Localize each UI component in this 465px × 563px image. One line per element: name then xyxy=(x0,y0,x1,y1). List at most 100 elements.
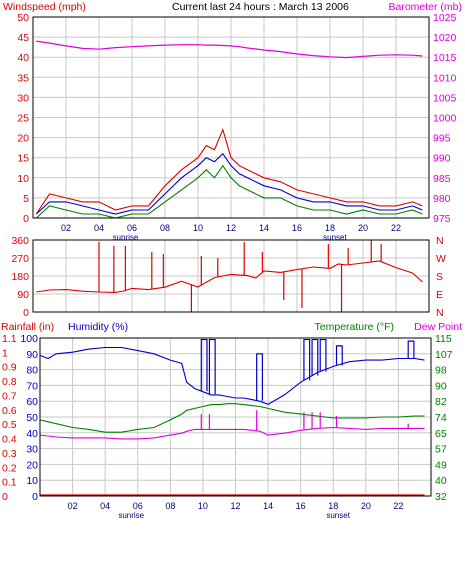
humidity-x-tick-label: 22 xyxy=(393,501,403,511)
rainfall-tick-label: 0.4 xyxy=(2,434,17,446)
wind-panel-frame xyxy=(32,16,430,219)
barometer-tick-label: 1025 xyxy=(433,12,457,24)
humidity-spike xyxy=(311,338,319,376)
barometer-tick-label: 1015 xyxy=(433,52,457,64)
wind-x-tick-label: 22 xyxy=(391,223,401,233)
barometer-tick-label: 980 xyxy=(433,193,451,205)
humidity-x-ticks: 02 04 06 08 10 12 14 16 18 20 22 xyxy=(68,501,404,511)
sunrise-label-bottom: sunrise xyxy=(118,511,144,520)
humidity-x-tick-label: 12 xyxy=(230,501,240,511)
windspeed-ticks: 0 5 10 15 20 25 30 35 40 45 50 xyxy=(17,12,29,225)
rainfall-tick-label: 0.8 xyxy=(2,376,17,388)
barometer-tick-label: 1010 xyxy=(433,72,457,84)
wind-x-tick-label: 20 xyxy=(358,223,368,233)
direction-compass-label: E xyxy=(436,289,443,301)
rainfall-tick-label: 0 xyxy=(2,491,8,503)
rainfall-tick-label: 0.3 xyxy=(2,448,17,460)
barometer-tick-label: 1000 xyxy=(433,113,457,125)
rainfall-ticks: 0 0.1 0.2 0.3 0.4 0.5 0.6 0.7 0.8 0.9 1 1.1 xyxy=(2,333,17,503)
windspeed-tick-label: 25 xyxy=(17,113,29,125)
humidity-axis-label: Humidity (%) xyxy=(68,321,128,333)
direction-compass-label: N xyxy=(436,307,444,319)
humidity-panel-grid xyxy=(40,338,431,496)
humidity-tick-label: 70 xyxy=(26,380,38,392)
wind-gust-line xyxy=(35,127,423,215)
windspeed-tick-label: 10 xyxy=(17,173,29,185)
humidity-x-tick-label: 18 xyxy=(328,501,338,511)
humidity-x-tick-label: 06 xyxy=(133,501,143,511)
direction-compass-label: N xyxy=(436,235,444,247)
wind-x-tick-label: 06 xyxy=(127,223,137,233)
humidity-x-tick-label: 20 xyxy=(361,501,371,511)
humidity-tick-label: 0 xyxy=(32,491,38,503)
humidity-x-tick-label: 08 xyxy=(165,501,175,511)
windspeed-tick-label: 35 xyxy=(17,72,29,84)
temperature-tick-label: 49 xyxy=(435,459,447,471)
chart-title: Current last 24 hours : March 13 2006 xyxy=(172,1,349,13)
barometer-line xyxy=(36,40,423,59)
temperature-tick-label: 115 xyxy=(435,333,452,345)
wind-x-tick-label: 08 xyxy=(160,223,170,233)
humidity-panel-series xyxy=(39,338,425,496)
rainfall-tick-label: 1 xyxy=(2,347,8,359)
direction-line xyxy=(36,260,423,293)
windspeed-tick-label: 45 xyxy=(17,32,29,44)
wind-x-tick-label: 10 xyxy=(193,223,203,233)
humidity-spike xyxy=(335,345,343,366)
temperature-tick-label: 74 xyxy=(435,412,447,424)
temperature-tick-label: 57 xyxy=(435,444,447,456)
barometer-ticks: 975 980 985 990 995 1000 1005 1010 1015 1020 1025 xyxy=(433,12,457,225)
direction-degree-label: 360 xyxy=(11,235,29,247)
temperature-tick-label: 98 xyxy=(435,365,447,377)
rainfall-tick-label: 0.5 xyxy=(2,419,17,431)
windspeed-tick-label: 40 xyxy=(17,52,29,64)
temperature-ticks: 32 40 49 57 65 74 82 90 98 107 115 xyxy=(435,333,453,503)
barometer-tick-label: 1020 xyxy=(433,32,457,44)
humidity-spike xyxy=(208,338,216,395)
rainfall-tick-label: 0.1 xyxy=(2,477,17,489)
wind-panel-grid xyxy=(33,17,429,218)
barometer-axis-label: Barometer (mb) xyxy=(388,1,462,13)
wind-low-line xyxy=(35,164,423,219)
windspeed-tick-label: 5 xyxy=(23,193,29,205)
rainfall-tick-label: 0.9 xyxy=(2,362,17,374)
humidity-tick-label: 60 xyxy=(26,396,38,408)
direction-panel-series xyxy=(36,240,423,312)
dewpoint-axis-label: Dew Point xyxy=(414,321,462,333)
barometer-tick-label: 975 xyxy=(433,213,451,225)
humidity-line xyxy=(39,346,425,406)
barometer-tick-label: 985 xyxy=(433,173,451,185)
humidity-tick-label: 100 xyxy=(20,333,38,345)
wind-x-ticks: 02 04 06 08 10 12 14 16 18 20 22 xyxy=(61,223,401,233)
humidity-x-tick-label: 02 xyxy=(68,501,78,511)
humidity-tick-label: 80 xyxy=(26,365,38,377)
rainfall-axis-label: Rainfall (in) xyxy=(1,321,54,333)
humidity-tick-label: 30 xyxy=(26,444,38,456)
temperature-axis-label: Temperature (°F) xyxy=(315,321,394,333)
direction-compass-label: W xyxy=(436,253,446,265)
humidity-spike xyxy=(303,338,311,381)
direction-degree-label: 90 xyxy=(17,289,29,301)
sunset-label-bottom: sunset xyxy=(326,511,350,520)
humidity-tick-label: 50 xyxy=(26,412,38,424)
humidity-spike xyxy=(200,338,208,392)
humidity-x-tick-label: 10 xyxy=(198,501,208,511)
sunrise-label-top: sunrise xyxy=(113,233,139,242)
temperature-tick-label: 40 xyxy=(435,475,447,487)
humidity-x-tick-label: 04 xyxy=(100,501,110,511)
rainfall-tick-label: 0.2 xyxy=(2,462,17,474)
windspeed-tick-label: 15 xyxy=(17,153,29,165)
barometer-tick-label: 990 xyxy=(433,153,451,165)
direction-degree-label: 0 xyxy=(23,307,29,319)
windspeed-axis-label: Windspeed (mph) xyxy=(3,1,86,13)
wind-x-tick-label: 18 xyxy=(325,223,335,233)
temperature-tick-label: 65 xyxy=(435,428,447,440)
windspeed-tick-label: 20 xyxy=(17,133,29,145)
humidity-spike xyxy=(407,340,415,359)
wind-x-tick-label: 14 xyxy=(259,223,269,233)
wind-avg-line xyxy=(35,152,423,215)
humidity-x-tick-label: 16 xyxy=(296,501,306,511)
humidity-ticks: 0 10 20 30 40 50 60 70 80 90 100 xyxy=(20,333,38,503)
